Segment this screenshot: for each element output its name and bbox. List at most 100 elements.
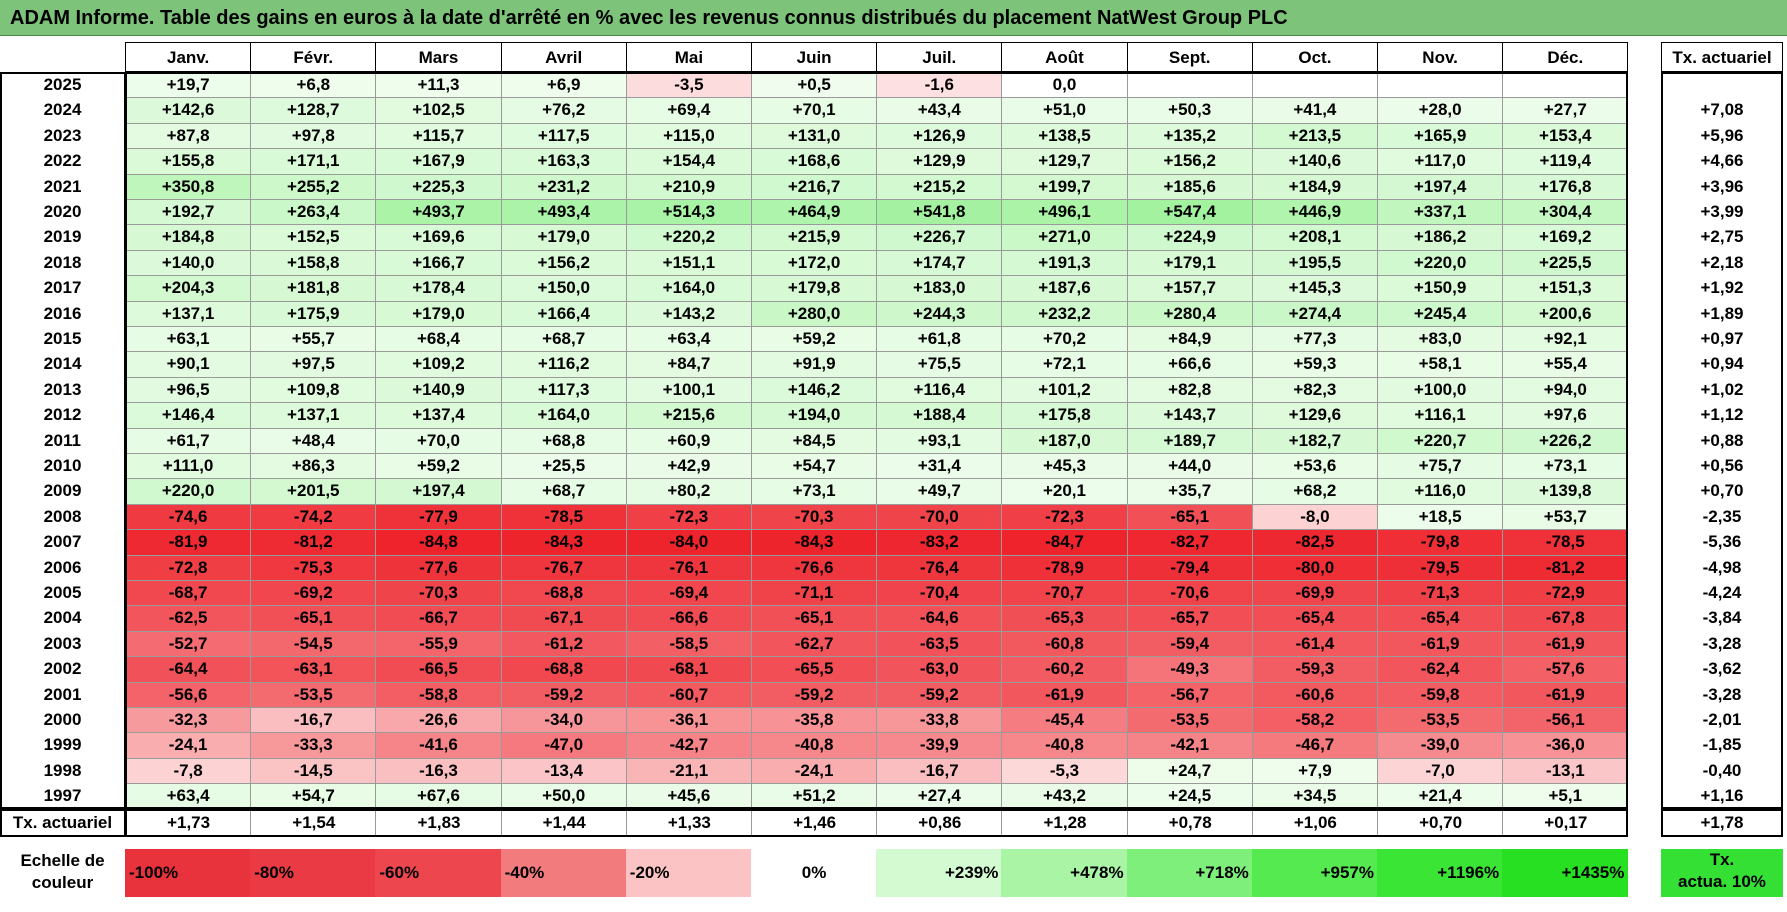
- rate-cell: +0,70: [1700, 481, 1744, 501]
- value-cell: -71,3: [1377, 580, 1504, 607]
- value-cell: +189,7: [1126, 427, 1253, 454]
- value-cell: +100,0: [1377, 376, 1504, 404]
- value-cell: +97,6: [1502, 402, 1629, 429]
- value-cell: +35,7: [1126, 478, 1253, 505]
- year-label: 2001: [43, 684, 82, 704]
- value-cell: +140,6: [1251, 148, 1378, 175]
- value-cell: -82,7: [1126, 529, 1253, 556]
- value-cell: +42,9: [625, 453, 752, 480]
- year-label: 2009: [43, 481, 82, 501]
- value-cell: -47,0: [500, 732, 627, 759]
- footer-value: +1,73: [125, 808, 251, 837]
- value-cell: -64,6: [876, 605, 1003, 632]
- value-cell: +116,0: [1377, 478, 1504, 505]
- page-title: ADAM Informe. Table des gains en euros à…: [0, 0, 1787, 36]
- scale-label-line1: Echelle de: [20, 850, 105, 870]
- value-cell: +24,5: [1126, 783, 1253, 810]
- value-cell: -36,0: [1502, 732, 1629, 759]
- value-cell: -63,1: [250, 656, 377, 683]
- month-header: Mars: [375, 42, 502, 72]
- value-cell: -68,8: [500, 656, 627, 683]
- value-cell: -74,2: [250, 503, 377, 531]
- year-label: 2008: [43, 506, 82, 526]
- value-cell: -58,8: [375, 681, 502, 708]
- value-cell: -14,5: [250, 757, 377, 785]
- year-label: 2017: [43, 278, 82, 298]
- value-cell: +153,4: [1502, 122, 1629, 150]
- value-cell: +68,4: [375, 326, 502, 353]
- value-cell: +304,4: [1502, 199, 1629, 226]
- value-cell: +179,1: [1126, 249, 1253, 277]
- value-cell: +226,7: [876, 224, 1003, 251]
- value-cell: +63,4: [625, 326, 752, 353]
- scale-swatch: -100%: [125, 848, 252, 897]
- year-label: 2025: [43, 75, 82, 94]
- value-cell: -21,1: [625, 757, 752, 785]
- footer-value: +1,33: [625, 808, 752, 837]
- value-cell: -58,5: [625, 630, 752, 658]
- value-cell: +27,7: [1502, 97, 1629, 124]
- year-label: 2019: [43, 227, 82, 247]
- value-cell: +245,4: [1377, 300, 1504, 327]
- scale-swatch: +1196%: [1377, 848, 1504, 897]
- value-cell: +59,2: [375, 453, 502, 480]
- rate-cell: +0,94: [1700, 354, 1744, 374]
- value-cell: +97,5: [250, 351, 377, 378]
- value-cell: +129,6: [1251, 402, 1378, 429]
- value-cell: -79,8: [1377, 529, 1504, 556]
- value-cell: +73,1: [1502, 453, 1629, 480]
- value-cell: +156,2: [1126, 148, 1253, 175]
- value-cell: +76,2: [500, 97, 627, 124]
- scale-swatch: 0%: [751, 848, 878, 897]
- value-cell: +75,7: [1377, 453, 1504, 480]
- month-header: Mai: [625, 42, 752, 72]
- value-cell: -56,7: [1126, 681, 1253, 708]
- year-label: 2018: [43, 252, 82, 272]
- value-cell: +59,2: [751, 326, 878, 353]
- value-cell: -81,2: [1502, 554, 1629, 581]
- value-cell: +41,4: [1251, 97, 1378, 124]
- value-cell: +232,2: [1001, 300, 1128, 327]
- value-cell: +167,9: [375, 148, 502, 175]
- month-header: Août: [1001, 42, 1128, 72]
- value-cell: +169,6: [375, 224, 502, 251]
- value-cell: -75,3: [250, 554, 377, 581]
- value-cell: +197,4: [1377, 173, 1504, 200]
- value-cell: +226,2: [1502, 427, 1629, 454]
- value-cell: -42,1: [1126, 732, 1253, 759]
- rate-cell: +2,75: [1700, 227, 1744, 247]
- value-cell: -81,9: [125, 529, 252, 556]
- value-cell: +181,8: [250, 275, 377, 302]
- value-cell: +97,8: [250, 122, 377, 150]
- value-cell: -61,9: [1502, 630, 1629, 658]
- value-cell: +44,0: [1126, 453, 1253, 480]
- value-cell: -32,3: [125, 707, 252, 734]
- value-cell: +187,6: [1001, 275, 1128, 302]
- value-cell: +140,0: [125, 249, 252, 277]
- value-cell: +215,6: [625, 402, 752, 429]
- year-label: 2010: [43, 456, 82, 475]
- value-cell: -59,2: [500, 681, 627, 708]
- value-cell: +216,7: [751, 173, 878, 200]
- value-cell: +178,4: [375, 275, 502, 302]
- value-cell: -60,6: [1251, 681, 1378, 708]
- value-cell: -76,1: [625, 554, 752, 581]
- value-cell: +200,6: [1502, 300, 1629, 327]
- value-cell: +179,0: [375, 300, 502, 327]
- value-cell: +84,7: [625, 351, 752, 378]
- value-cell: +90,1: [125, 351, 252, 378]
- value-cell: +541,8: [876, 199, 1003, 226]
- value-cell: -72,3: [625, 503, 752, 531]
- value-cell: -53,5: [1126, 707, 1253, 734]
- rate-cell: -1,85: [1702, 735, 1742, 755]
- value-cell: -62,4: [1377, 656, 1504, 683]
- value-cell: -72,8: [125, 554, 252, 581]
- rate-scale-line1: Tx.: [1709, 849, 1735, 869]
- value-cell: -62,7: [751, 630, 878, 658]
- value-cell: +142,6: [125, 97, 252, 124]
- value-cell: -61,9: [1377, 630, 1504, 658]
- year-label: 2012: [43, 405, 82, 425]
- value-cell: +5,1: [1502, 783, 1629, 810]
- value-cell: +28,0: [1377, 97, 1504, 124]
- value-cell: +55,7: [250, 326, 377, 353]
